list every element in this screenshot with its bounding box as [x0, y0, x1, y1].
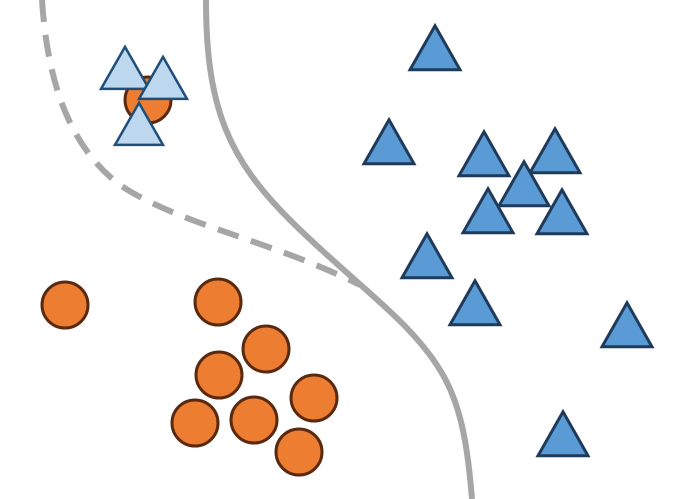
circle-icon	[170, 398, 220, 448]
circle-icon	[194, 350, 244, 400]
triangle-icon	[447, 277, 503, 327]
triangle-icon	[599, 299, 655, 349]
triangle-icon	[361, 116, 417, 166]
triangle-icon	[112, 100, 166, 147]
triangle-icon	[407, 22, 463, 72]
triangle-icon	[527, 125, 583, 175]
triangle-class-points	[361, 22, 655, 458]
triangle-icon	[399, 230, 455, 280]
circle-icon	[241, 324, 291, 374]
triangle-icon	[456, 128, 512, 178]
circle-icon	[40, 280, 90, 330]
circle-icon	[289, 373, 339, 423]
circle-icon	[274, 427, 324, 477]
triangle-icon	[496, 158, 552, 208]
triangle-icon	[98, 44, 152, 91]
triangle-icon	[460, 185, 516, 235]
triangle-icon	[136, 54, 190, 101]
decision-boundaries	[39, 0, 475, 499]
solid-decision-boundary	[203, 0, 475, 499]
triangle-icon	[534, 186, 590, 236]
circle-icon	[229, 395, 279, 445]
light-triangle-points	[98, 44, 190, 147]
triangle-icon	[535, 408, 591, 458]
circle-icon	[193, 277, 243, 327]
circle-class-points	[40, 75, 339, 477]
